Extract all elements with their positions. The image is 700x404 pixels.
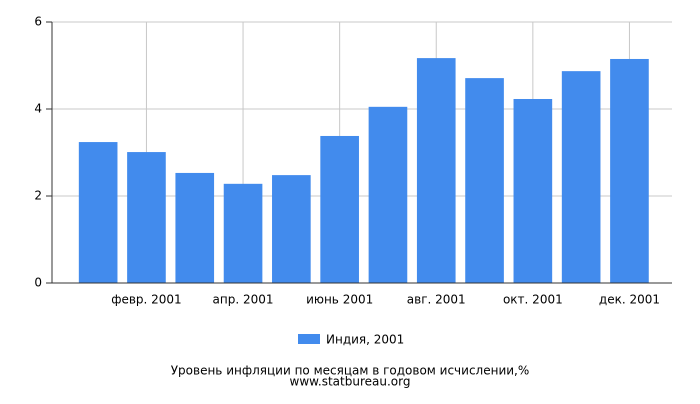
y-tick-label: 2 [34, 189, 42, 203]
x-tick-label: июнь 2001 [306, 293, 373, 307]
bar [465, 78, 504, 284]
x-tick-label: апр. 2001 [213, 293, 274, 307]
x-tick-label: дек. 2001 [599, 293, 660, 307]
bar [368, 106, 408, 283]
bar [561, 71, 601, 283]
bar [513, 98, 553, 284]
legend-swatch [298, 334, 320, 344]
bar [610, 58, 649, 283]
legend-label: Индия, 2001 [326, 333, 404, 347]
bar [78, 142, 118, 283]
bar [175, 172, 215, 283]
y-tick-label: 4 [34, 102, 42, 116]
x-tick-label: окт. 2001 [503, 293, 563, 307]
y-tick-label: 6 [34, 15, 42, 29]
bar [416, 58, 456, 284]
chart-title: Уровень инфляции по месяцам в годовом ис… [171, 364, 530, 378]
y-tick-label: 0 [34, 276, 42, 290]
bar [127, 152, 166, 283]
x-tick-label: авг. 2001 [407, 293, 466, 307]
source: www.statbureau.org [290, 375, 411, 389]
bar [223, 183, 263, 283]
x-tick-label: февр. 2001 [111, 293, 182, 307]
bar [272, 175, 311, 283]
bar [320, 135, 359, 283]
